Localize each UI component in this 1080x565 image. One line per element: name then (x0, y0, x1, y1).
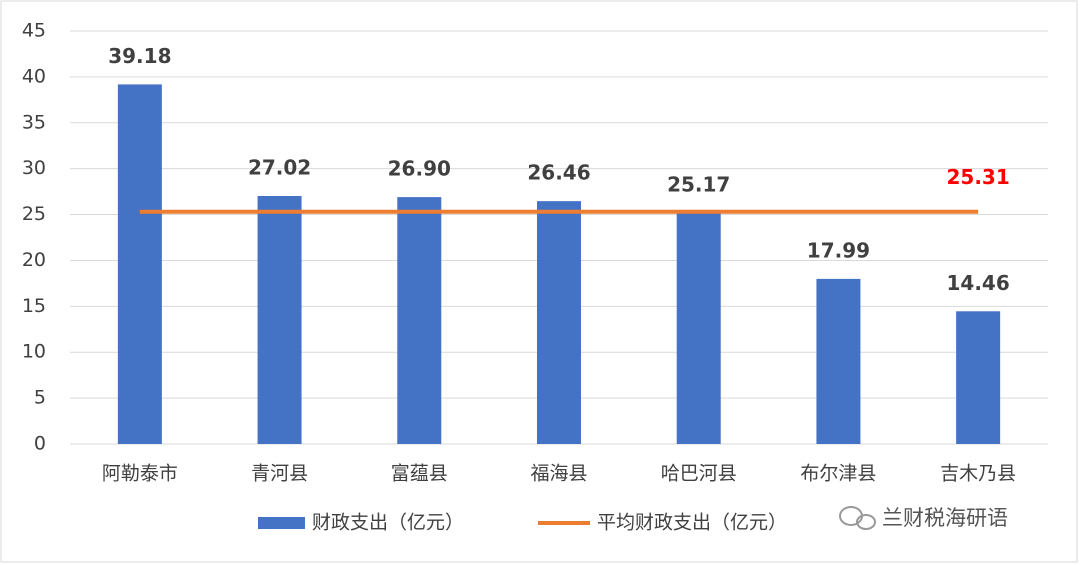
y-tick-label: 15 (22, 295, 46, 317)
bar (956, 311, 1001, 444)
y-tick-label: 35 (22, 111, 46, 133)
data-label: 26.90 (388, 157, 451, 181)
y-tick-label: 0 (34, 433, 46, 455)
data-label: 26.46 (527, 161, 590, 185)
legend-swatch (258, 517, 305, 529)
watermark-icon (856, 514, 876, 530)
watermark-text: 兰财税海研语 (882, 506, 1008, 530)
data-label: 14.46 (947, 271, 1010, 295)
y-tick-label: 45 (22, 20, 46, 42)
x-tick-label: 哈巴河县 (661, 463, 737, 485)
x-tick-label: 布尔津县 (800, 463, 876, 485)
x-tick-label: 福海县 (530, 463, 587, 485)
bar (676, 212, 721, 444)
x-tick-label: 吉木乃县 (940, 463, 1016, 485)
y-tick-label: 40 (22, 65, 46, 87)
y-tick-label: 10 (22, 341, 46, 363)
y-tick-label: 25 (22, 203, 46, 225)
y-tick-label: 20 (22, 249, 46, 271)
bar (537, 201, 581, 444)
legend-label: 平均财政支出（亿元） (597, 512, 787, 534)
bar (816, 278, 861, 444)
legend-label: 财政支出（亿元） (312, 512, 464, 534)
data-label: 17.99 (807, 238, 870, 262)
x-tick-label: 阿勒泰市 (102, 463, 178, 485)
bar (397, 197, 442, 444)
x-tick-label: 青河县 (251, 463, 308, 485)
x-tick-label: 富蕴县 (391, 463, 448, 485)
data-label: 25.17 (667, 172, 730, 196)
data-label: 25.31 (947, 165, 1010, 189)
bar (117, 84, 162, 444)
watermark: 兰财税海研语 (839, 506, 1008, 530)
y-tick-label: 30 (22, 157, 46, 179)
data-label: 39.18 (108, 44, 171, 68)
data-label: 27.02 (248, 156, 311, 180)
y-tick-label: 5 (34, 387, 46, 409)
bar (257, 196, 302, 444)
